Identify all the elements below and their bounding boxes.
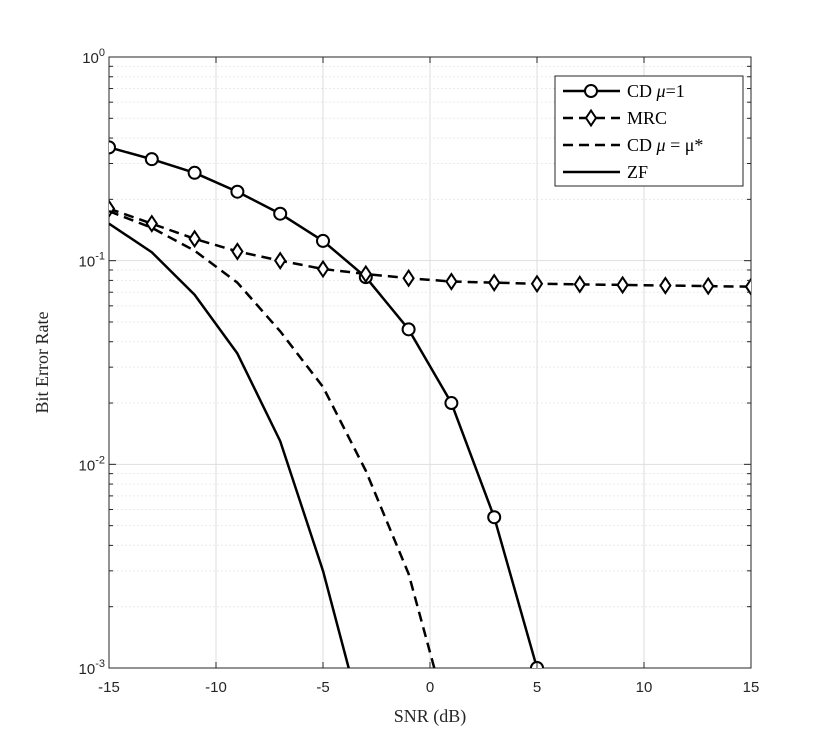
- legend-label-main: CD: [627, 81, 657, 101]
- series-line: [109, 210, 436, 668]
- legend-label-main: ZF: [627, 162, 648, 182]
- data-point: [273, 251, 287, 270]
- legend-label: ZF: [627, 162, 648, 182]
- data-point: [359, 264, 373, 284]
- legend-label-symbol: μ: [656, 135, 666, 155]
- data-point: [402, 268, 415, 288]
- data-point: [231, 242, 244, 261]
- x-tick-label: -15: [98, 679, 120, 696]
- data-point: [487, 273, 501, 292]
- legend-label: CD μ = μ*: [627, 135, 703, 155]
- data-point: [187, 165, 202, 180]
- legend-marker: [584, 108, 598, 128]
- series-3: [109, 222, 350, 668]
- series-1: [109, 199, 751, 297]
- data-point: [530, 274, 544, 294]
- y-tick-exponent: -1: [95, 251, 105, 263]
- series-line: [109, 222, 350, 668]
- x-tick-label: 15: [743, 679, 760, 696]
- data-point: [445, 272, 458, 291]
- y-tick-label: 100: [82, 47, 105, 67]
- x-axis-ticks: -15 -10 -5 0 5 10 15: [98, 57, 759, 696]
- y-tick-exponent: -2: [95, 454, 105, 466]
- y-tick-base: 10: [82, 50, 99, 67]
- data-point: [616, 275, 629, 295]
- grid: [109, 57, 751, 668]
- data-point: [145, 214, 159, 233]
- y-tick-exponent: 0: [99, 47, 105, 59]
- data-point: [188, 229, 201, 249]
- data-point: [273, 206, 288, 221]
- legend-label-symbol: μ: [656, 81, 666, 101]
- data-point: [444, 396, 459, 411]
- y-tick-label: 10-2: [79, 454, 105, 474]
- data-point: [109, 140, 116, 155]
- y-tick-base: 10: [79, 457, 96, 474]
- x-axis-label: SNR (dB): [394, 706, 467, 727]
- y-tick-label: 10-1: [79, 251, 105, 271]
- data-point: [230, 184, 245, 199]
- x-tick-label: -5: [316, 679, 329, 696]
- data-point: [401, 322, 416, 337]
- data-point: [744, 277, 751, 297]
- y-tick-label: 10-3: [79, 658, 105, 678]
- data-point: [316, 233, 330, 248]
- y-tick-base: 10: [79, 254, 96, 271]
- plot-area: [109, 140, 751, 668]
- series-2: [109, 210, 436, 668]
- y-axis-label: Bit Error Rate: [32, 312, 52, 414]
- legend-label-rest: =1: [666, 81, 685, 101]
- data-point: [316, 259, 330, 279]
- series-line: [109, 207, 751, 288]
- data-point: [659, 276, 672, 295]
- legend-marker: [584, 84, 598, 98]
- legend-label: MRC: [627, 108, 667, 128]
- legend-label: CD μ=1: [627, 81, 685, 101]
- x-tick-label: 0: [426, 679, 434, 696]
- legend-label-main: MRC: [627, 108, 667, 128]
- legend-label-rest: = μ*: [666, 135, 704, 155]
- x-tick-label: -10: [205, 679, 227, 696]
- legend-label-main: CD: [627, 135, 657, 155]
- data-point: [487, 510, 502, 525]
- x-tick-label: 5: [533, 679, 541, 696]
- data-point: [144, 152, 159, 167]
- y-tick-exponent: -3: [95, 658, 105, 670]
- data-point: [701, 276, 715, 296]
- data-point: [573, 275, 587, 294]
- x-tick-label: 10: [636, 679, 653, 696]
- y-tick-base: 10: [79, 661, 96, 678]
